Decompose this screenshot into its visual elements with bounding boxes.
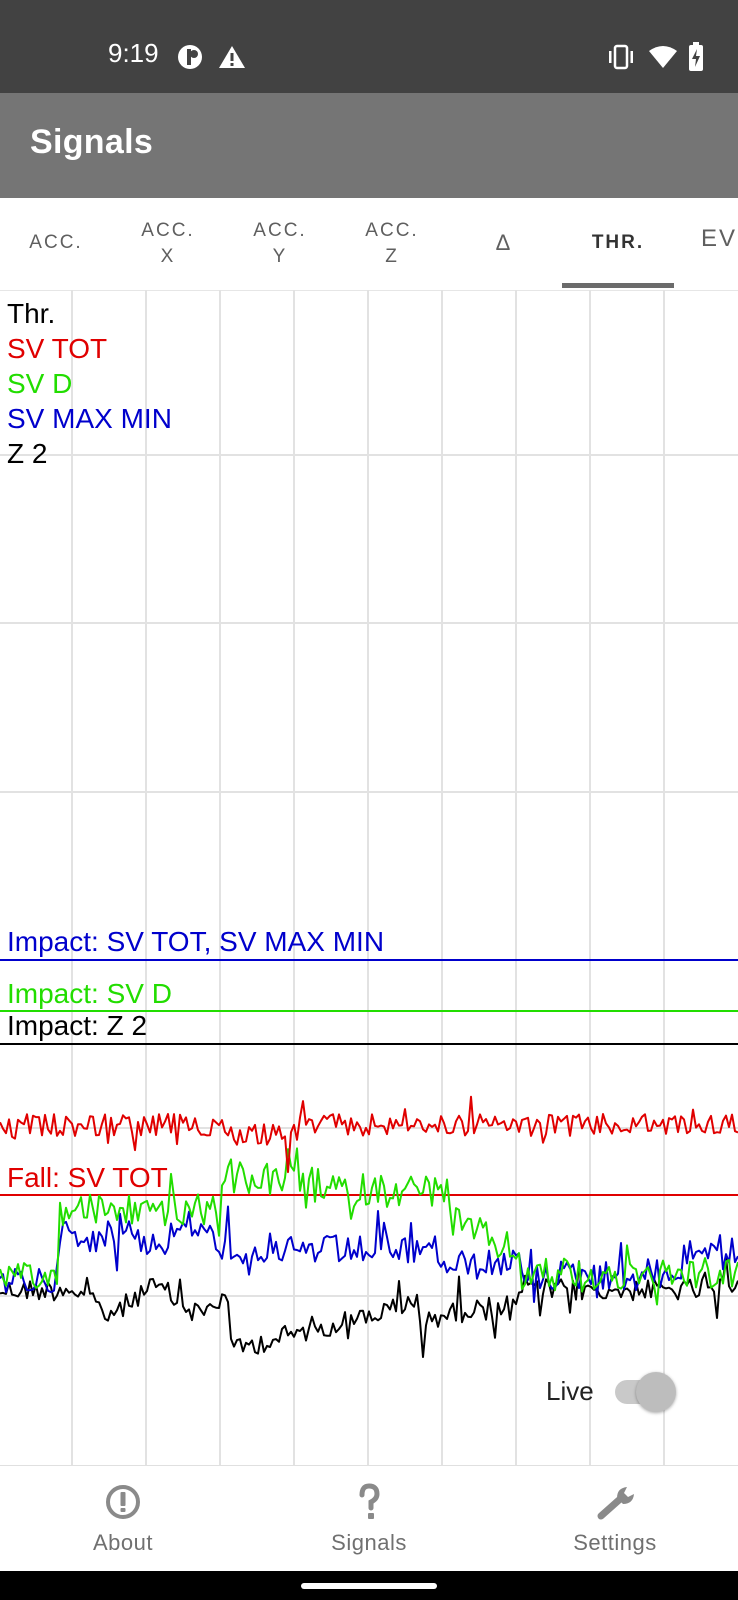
bottom-nav: About Signals Settings (0, 1465, 738, 1572)
threshold-label-impact-sv-d: Impact: SV D (7, 978, 172, 1009)
page-title: Signals (30, 123, 154, 161)
nav-label-settings: Settings (573, 1530, 657, 1555)
legend-sv-tot: SV TOT (7, 333, 108, 364)
wifi-icon (649, 46, 677, 68)
tab-label: THR. (591, 232, 645, 253)
wrench-icon (597, 1487, 634, 1520)
nav-label-about: About (93, 1530, 153, 1555)
nav-item-signals[interactable]: Signals (246, 1466, 492, 1572)
vibrate-icon (609, 44, 633, 70)
tab-label: ACC. (253, 220, 307, 241)
signal-chart (0, 290, 738, 1465)
trace-sv-max-min (0, 1205, 738, 1303)
threshold-label-fall-sv-tot: Fall: SV TOT (7, 1162, 168, 1193)
live-label: Live (546, 1376, 594, 1406)
tab-delta[interactable]: Δ (448, 198, 560, 290)
tab-indicator (562, 283, 674, 288)
live-toggle-thumb[interactable] (636, 1372, 676, 1412)
tab-sublabel: X (160, 246, 176, 267)
legend-sv-max-min: SV MAX MIN (7, 403, 172, 434)
home-indicator[interactable] (301, 1583, 437, 1589)
tab-acc-y[interactable]: ACC. Y (224, 198, 336, 290)
threshold-label-impact-sv-tot: Impact: SV TOT, SV MAX MIN (7, 926, 385, 957)
tab-acc[interactable]: ACC. (0, 198, 112, 290)
trace-z2 (0, 1256, 738, 1358)
status-time: 9:19 (108, 38, 159, 68)
nav-item-about[interactable]: About (0, 1466, 246, 1572)
nav-label-signals: Signals (331, 1530, 407, 1555)
nav-item-settings[interactable]: Settings (492, 1466, 738, 1572)
legend-sv-d: SV D (7, 368, 73, 399)
warning-icon (219, 46, 245, 68)
chart-legend: Thr. SV TOT SV D SV MAX MIN Z 2 (7, 296, 172, 471)
tab-sublabel: Y (272, 246, 288, 267)
tab-label: ACC. (141, 220, 195, 241)
app-bar: Signals (0, 93, 738, 198)
tab-label: EV (701, 225, 738, 252)
threshold-label-impact-z2: Impact: Z 2 (7, 1010, 148, 1041)
tab-acc-x[interactable]: ACC. X (112, 198, 224, 290)
question-icon (359, 1483, 380, 1519)
tab-ev[interactable]: EV (701, 198, 738, 290)
status-bar: 9:19 (0, 0, 738, 93)
tab-label: ACC. (365, 220, 419, 241)
tab-thr[interactable]: THR. (562, 198, 674, 290)
tab-sublabel: Z (385, 246, 399, 267)
tab-label: ACC. (29, 232, 83, 253)
circle-split-icon (178, 45, 202, 69)
system-nav-bar (0, 1571, 738, 1600)
tab-bar: ACC. ACC. X ACC. Y ACC. Z Δ THR. EV (0, 198, 738, 290)
trace-sv-tot (0, 1095, 738, 1174)
battery-charging-icon (689, 42, 703, 71)
legend-thr: Thr. (7, 298, 56, 329)
tab-acc-z[interactable]: ACC. Z (336, 198, 448, 290)
info-icon (106, 1485, 140, 1519)
legend-z2: Z 2 (7, 438, 48, 469)
tab-label: Δ (495, 230, 513, 255)
trace-sv-d (0, 1147, 738, 1306)
